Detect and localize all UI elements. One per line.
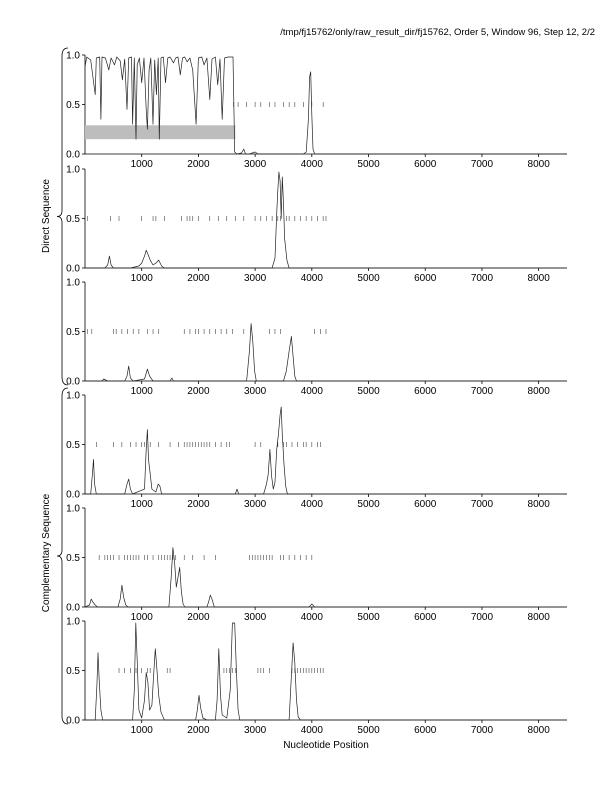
x-tick-label: 8000 bbox=[528, 159, 551, 170]
y-tick-label: 1.0 bbox=[66, 51, 80, 62]
x-tick-label: 1000 bbox=[131, 273, 154, 284]
x-tick-label: 6000 bbox=[414, 499, 437, 510]
y-tick-label: 0.5 bbox=[66, 666, 80, 677]
y-tick-label: 1.0 bbox=[66, 278, 80, 289]
x-tick-label: 7000 bbox=[471, 499, 494, 510]
y-tick-label: 0.0 bbox=[66, 490, 80, 501]
x-tick-label: 1000 bbox=[131, 612, 154, 623]
x-tick-label: 3000 bbox=[244, 273, 267, 284]
panel-2: 0.0 0.5 1.0 1000 2000 3000 4000 5000 6000 7000 800… bbox=[66, 165, 567, 284]
y-tick-label: 1.0 bbox=[66, 165, 80, 176]
x-tick-label: 3000 bbox=[244, 612, 267, 623]
series-line bbox=[85, 622, 567, 721]
x-tick-label: 1000 bbox=[131, 499, 154, 510]
panel-4: 0.0 0.5 1.0 1000 2000 3000 4000 5000 6000 7000 800… bbox=[66, 391, 567, 510]
bracket-direct bbox=[56, 47, 69, 386]
y-tick-label: 0.0 bbox=[66, 603, 80, 614]
group-label-complementary: Complementary Sequence bbox=[41, 493, 52, 612]
y-tick-label: 1.0 bbox=[66, 504, 80, 515]
x-tick-label: 1000 bbox=[131, 725, 154, 736]
y-tick-label: 0.0 bbox=[66, 716, 80, 727]
x-tick-label: 8000 bbox=[528, 725, 551, 736]
x-tick-label: 4000 bbox=[301, 499, 324, 510]
y-tick-label: 0.0 bbox=[66, 377, 80, 388]
series-line bbox=[85, 171, 567, 269]
x-tick-label: 8000 bbox=[528, 386, 551, 397]
y-tick-label: 0.5 bbox=[66, 214, 80, 225]
x-tick-label: 2000 bbox=[187, 159, 210, 170]
x-tick-label: 2000 bbox=[187, 725, 210, 736]
group-label-direct: Direct Sequence bbox=[41, 179, 52, 253]
y-tick-label: 0.0 bbox=[66, 264, 80, 275]
x-tick-label: 1000 bbox=[131, 159, 154, 170]
x-tick-label: 1000 bbox=[131, 386, 154, 397]
x-tick-label: 4000 bbox=[301, 725, 324, 736]
x-tick-label: 8000 bbox=[528, 273, 551, 284]
x-tick-label: 7000 bbox=[471, 725, 494, 736]
series-line bbox=[85, 406, 567, 495]
x-tick-label: 4000 bbox=[301, 386, 324, 397]
x-tick-label: 7000 bbox=[471, 386, 494, 397]
y-tick-label: 0.5 bbox=[66, 100, 80, 111]
x-tick-label: 2000 bbox=[187, 273, 210, 284]
x-tick-label: 8000 bbox=[528, 612, 551, 623]
x-tick-label: 3000 bbox=[244, 159, 267, 170]
x-tick-label: 6000 bbox=[414, 386, 437, 397]
group-brackets bbox=[56, 47, 69, 725]
x-tick-label: 3000 bbox=[244, 499, 267, 510]
x-tick-label: 5000 bbox=[357, 386, 380, 397]
figure-header: /tmp/fj15762/only/raw_result_dir/fj15762… bbox=[280, 27, 595, 38]
x-tick-label: 2000 bbox=[187, 386, 210, 397]
y-tick-label: 0.5 bbox=[66, 327, 80, 338]
x-tick-label: 6000 bbox=[414, 725, 437, 736]
panel-5: 0.0 0.5 1.0 1000 2000 3000 4000 5000 6000 7000 800… bbox=[66, 504, 567, 623]
y-tick-label: 1.0 bbox=[66, 617, 80, 628]
x-tick-label: 7000 bbox=[471, 159, 494, 170]
x-tick-label: 5000 bbox=[357, 612, 380, 623]
panel-3: 0.0 0.5 1.0 1000 2000 3000 4000 5000 6000 7000 800… bbox=[66, 278, 567, 397]
bracket-complementary bbox=[56, 387, 69, 725]
x-tick-label: 3000 bbox=[244, 386, 267, 397]
x-tick-label: 8000 bbox=[528, 499, 551, 510]
x-tick-label: 2000 bbox=[187, 499, 210, 510]
series-line bbox=[84, 547, 567, 608]
x-tick-label: 4000 bbox=[301, 273, 324, 284]
x-tick-label: 5000 bbox=[357, 273, 380, 284]
panels: 0.0 0.5 1.0 1000 2000 3000 4000 5000 6000 7000 800… bbox=[66, 51, 567, 736]
x-tick-label: 7000 bbox=[471, 273, 494, 284]
x-tick-label: 6000 bbox=[414, 159, 437, 170]
x-tick-label: 4000 bbox=[301, 612, 324, 623]
series-line bbox=[85, 323, 567, 382]
panel-1: 0.0 0.5 1.0 1000 2000 3000 4000 5000 6000 7000 800… bbox=[66, 51, 567, 170]
x-axis-title: Nucleotide Position bbox=[283, 740, 369, 751]
x-tick-label: 5000 bbox=[357, 159, 380, 170]
threshold-band bbox=[85, 125, 236, 140]
x-tick-label: 6000 bbox=[414, 273, 437, 284]
panel-6: 0.0 0.5 1.0 1000 2000 3000 4000 5000 6000 7000 800… bbox=[66, 617, 567, 736]
y-tick-label: 1.0 bbox=[66, 391, 80, 402]
x-tick-label: 5000 bbox=[357, 725, 380, 736]
y-tick-label: 0.5 bbox=[66, 553, 80, 564]
series-line bbox=[84, 56, 567, 155]
x-tick-label: 4000 bbox=[301, 159, 324, 170]
x-tick-label: 2000 bbox=[187, 612, 210, 623]
x-tick-label: 5000 bbox=[357, 499, 380, 510]
x-tick-label: 7000 bbox=[471, 612, 494, 623]
x-tick-label: 6000 bbox=[414, 612, 437, 623]
y-tick-label: 0.0 bbox=[66, 150, 80, 161]
x-tick-label: 3000 bbox=[244, 725, 267, 736]
y-tick-label: 0.5 bbox=[66, 440, 80, 451]
